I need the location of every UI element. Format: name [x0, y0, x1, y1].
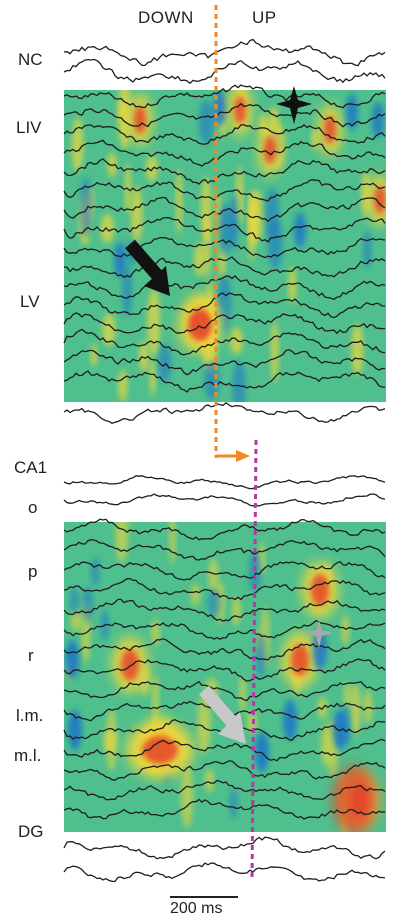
csd-trace: [63, 256, 386, 278]
lv-trace: [63, 401, 386, 425]
lv-bottom-trace: [63, 401, 386, 425]
csd-trace: [63, 196, 386, 223]
csd-trace: [63, 798, 386, 820]
csd-trace: [63, 779, 386, 801]
csd-trace: [63, 658, 386, 682]
csd-trace: [63, 217, 386, 243]
layer-label-p: p: [28, 562, 38, 581]
csd-trace: [63, 292, 386, 319]
csd-trace: [63, 139, 386, 167]
csd-trace: [63, 328, 386, 356]
csd-trace: [63, 124, 386, 145]
layer-label-o: o: [28, 498, 38, 517]
csd-trace: [63, 760, 386, 781]
layer-label-ca1: CA1: [14, 458, 48, 477]
csd-trace: [63, 518, 386, 541]
nc-trace: [63, 38, 386, 67]
layer-label-lm: l.m.: [16, 706, 44, 725]
nc-traces: [63, 38, 386, 85]
csd-trace: [63, 539, 386, 561]
csd-trace: [63, 102, 386, 128]
csd-trace: [63, 738, 386, 762]
csd-trace: [63, 312, 386, 335]
layer-label-nc: NC: [18, 50, 43, 69]
layer-label-dg: DG: [18, 822, 44, 841]
hippocampus-csd-map: [63, 518, 386, 832]
csd-trace: [63, 275, 386, 301]
csd-trace: [63, 370, 386, 393]
ca1-trace: [63, 493, 386, 507]
neocortex-csd-map: [63, 84, 386, 402]
csd-trace: [63, 577, 386, 601]
dg-traces: [63, 836, 386, 883]
ca1-trace: [63, 475, 386, 490]
layer-label-ml: m.l.: [14, 746, 42, 765]
csd-trace: [63, 236, 386, 259]
csd-trace: [63, 598, 386, 622]
ca1-traces: [63, 475, 386, 507]
black-star-icon: [276, 86, 312, 124]
down-state-label: DOWN: [138, 8, 194, 27]
csd-trace: [63, 638, 386, 661]
csd-trace: [63, 158, 386, 185]
csd-trace: [63, 84, 386, 109]
dg-trace: [63, 836, 386, 860]
gray-arrow-icon: [199, 685, 246, 744]
scale-bar-label: 200 ms: [170, 900, 223, 917]
layer-label-lv: LV: [20, 292, 40, 311]
layer-label-liv: LIV: [16, 118, 42, 137]
csd-trace: [63, 349, 385, 376]
gray-star-icon: [305, 620, 333, 648]
csd-trace: [63, 619, 386, 640]
csd-trace: [63, 560, 386, 581]
up-state-label: UP: [252, 8, 277, 27]
layer-label-r: r: [28, 646, 34, 665]
black-arrow-icon: [125, 239, 170, 296]
nc-trace: [63, 58, 386, 85]
csd-trace: [63, 680, 386, 702]
hippocampal-onset-line: [250, 439, 258, 881]
orange-arrow-icon: [236, 450, 250, 462]
csd-trace: [63, 179, 386, 202]
dg-trace: [63, 862, 386, 883]
